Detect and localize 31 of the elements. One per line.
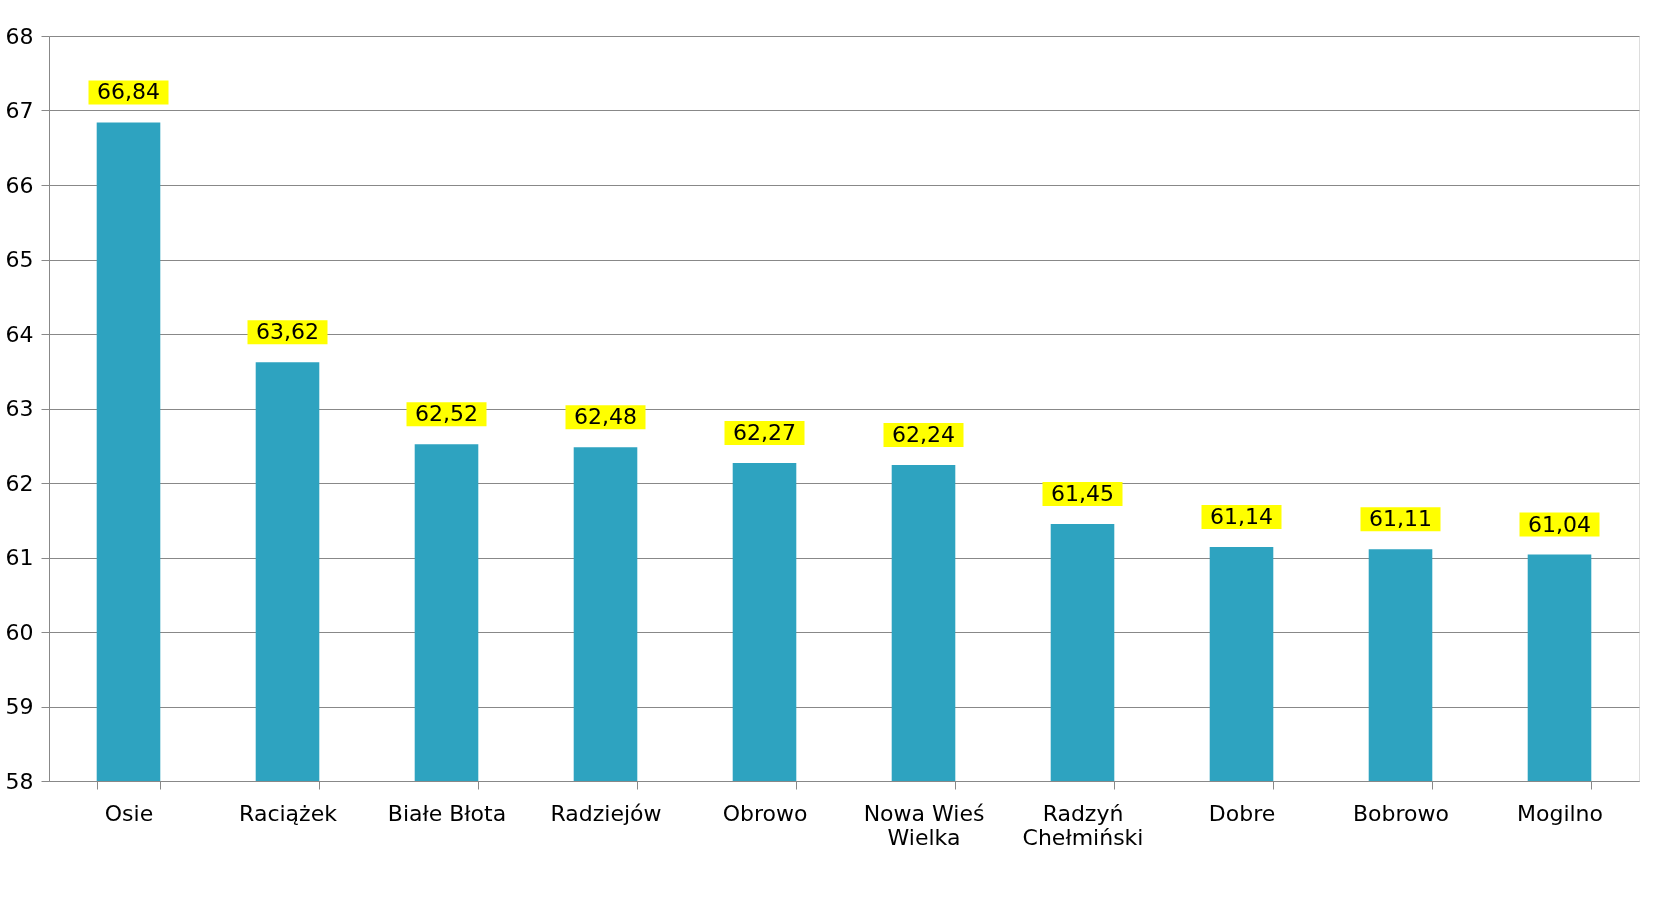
x-tick-label: Dobre — [1208, 800, 1276, 826]
y-tick-label: 65 — [5, 247, 34, 272]
y-tick-label: 63 — [5, 396, 34, 421]
x-tick-label: Nowa Wieś Wielka — [863, 800, 985, 850]
data-label: 62,27 — [733, 419, 796, 445]
y-tick-label: 68 — [5, 23, 34, 49]
data-label: 62,48 — [574, 404, 637, 430]
y-tick-label: 67 — [5, 98, 34, 123]
x-tick-label: Raciążek — [239, 800, 338, 826]
y-tick-label: 59 — [5, 694, 34, 719]
data-label: 62,52 — [415, 401, 478, 427]
x-tick-label: Radzyń Chełmiński — [1022, 800, 1144, 850]
data-label: 66,84 — [97, 79, 160, 105]
y-tick-label: 64 — [5, 321, 34, 347]
x-tick-label: Osie — [104, 800, 154, 826]
x-tick-label: Radziejów — [550, 800, 662, 826]
y-tick-label: 62 — [5, 470, 34, 496]
y-tick-label: 60 — [5, 619, 34, 645]
y-tick-label: 66 — [5, 172, 34, 198]
data-label: 61,11 — [1369, 506, 1432, 532]
data-label: 63,62 — [256, 319, 319, 345]
data-label: 61,45 — [1051, 480, 1114, 506]
x-tick-label: Białe Błota — [387, 800, 507, 826]
x-tick-label: Mogilno — [1516, 800, 1604, 826]
x-tick-label: Bobrowo — [1353, 800, 1449, 826]
data-label: 62,24 — [892, 422, 955, 448]
y-tick-label: 58 — [5, 768, 34, 794]
x-tick-label: Obrowo — [722, 800, 808, 826]
data-label: 61,04 — [1528, 511, 1591, 537]
data-label: 61,14 — [1210, 504, 1273, 530]
y-tick-label: 61 — [5, 545, 34, 570]
